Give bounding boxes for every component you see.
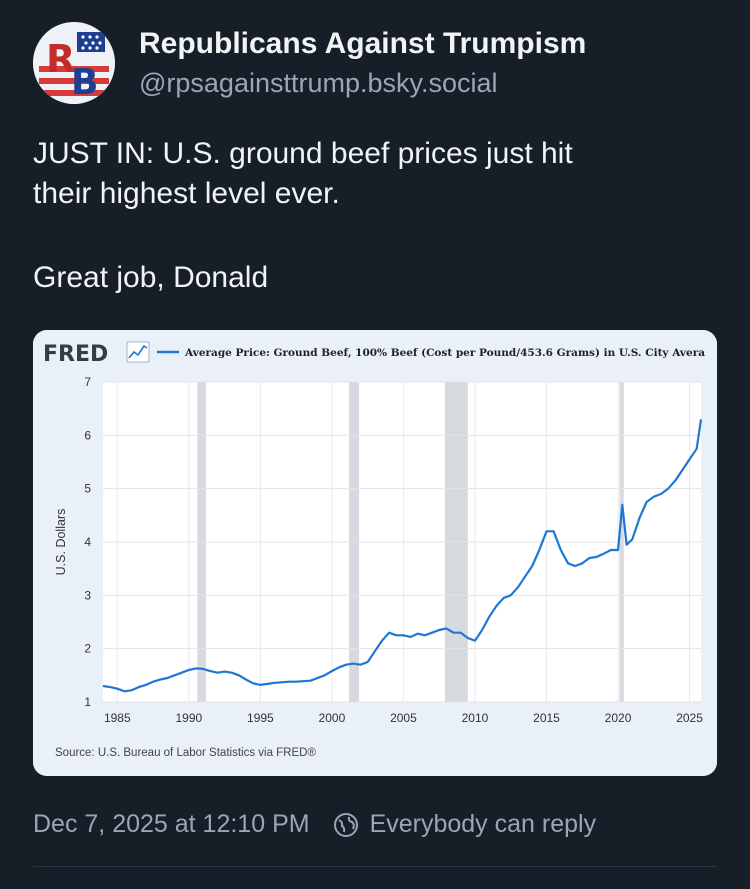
avatar[interactable]: R B — [33, 22, 115, 104]
avatar-letter-r: R — [46, 37, 75, 81]
reply-setting[interactable]: Everybody can reply — [369, 810, 597, 838]
x-tick-label: 1985 — [104, 711, 131, 725]
fred-chart: 1 2 3 4 5 6 7 1985 1990 1995 2000 2005 2010 2015 2020 2… — [33, 330, 717, 776]
post-text: JUST IN: U.S. ground beef prices just hi… — [33, 134, 723, 298]
x-tick-label: 2010 — [462, 711, 489, 725]
x-tick-label: 2000 — [319, 711, 346, 725]
x-tick-label: 2020 — [605, 711, 632, 725]
chart-source: Source: U.S. Bureau of Labor Statistics … — [55, 747, 316, 759]
series-line — [102, 419, 703, 693]
handle[interactable]: @rpsagainsttrump.bsky.social — [139, 68, 498, 98]
y-tick-label: 5 — [84, 482, 91, 496]
x-tick-label: 2005 — [390, 711, 417, 725]
avatar-letter-b: B — [71, 62, 98, 103]
y-tick-label: 6 — [84, 428, 91, 442]
rb-flag-logo-icon: R B — [33, 22, 115, 104]
divider — [33, 866, 717, 867]
timestamp[interactable]: Dec 7, 2025 at 12:10 PM — [33, 810, 310, 838]
globe-icon — [333, 812, 358, 837]
x-tick-label: 2025 — [676, 711, 703, 725]
fred-brand: FRED — [43, 342, 108, 367]
y-tick-label: 1 — [84, 695, 91, 709]
x-tick-label: 1990 — [175, 711, 202, 725]
chart-title: Average Price: Ground Beef, 100% Beef (C… — [184, 347, 705, 359]
y-tick-label: 2 — [84, 642, 91, 656]
x-tick-label: 2015 — [533, 711, 560, 725]
display-name[interactable]: Republicans Against Trumpism — [139, 27, 587, 60]
post-header: R B Republicans Against Trumpism @rpsaga… — [33, 22, 586, 104]
chart-trend-icon — [126, 341, 150, 363]
y-tick-label: 3 — [84, 588, 91, 602]
post-footer: Dec 7, 2025 at 12:10 PM Everybody can re… — [33, 810, 596, 839]
embedded-chart-image[interactable]: 1 2 3 4 5 6 7 1985 1990 1995 2000 2005 2010 2015 2020 2… — [33, 330, 717, 776]
post-text-line: JUST IN: U.S. ground beef prices just hi… — [33, 137, 573, 170]
y-tick-label: 7 — [84, 375, 91, 389]
post-text-line: their highest level ever. — [33, 177, 340, 210]
y-tick-label: 4 — [84, 535, 91, 549]
x-tick-label: 1995 — [247, 711, 274, 725]
y-axis-label: U.S. Dollars — [54, 509, 68, 576]
post-text-line: Great job, Donald — [33, 261, 269, 294]
